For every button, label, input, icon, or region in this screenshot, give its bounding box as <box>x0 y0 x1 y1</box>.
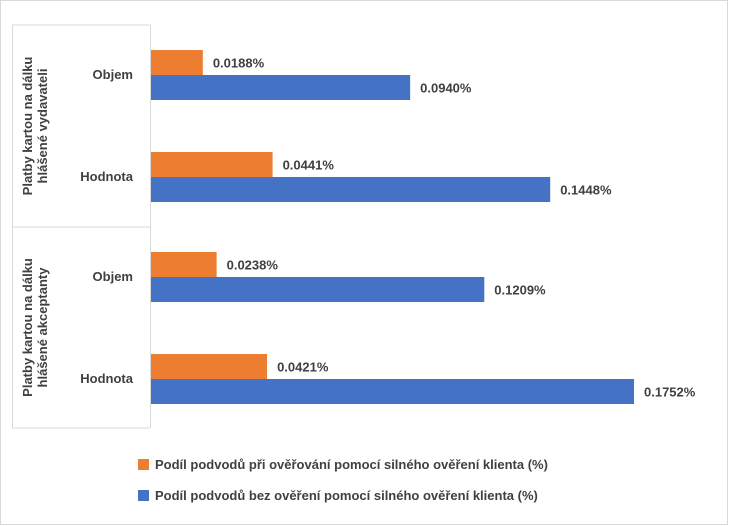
group-label: Platby kartou na dálkuhlášené akceptanty <box>20 258 50 397</box>
legend-item-series-1: Podíl podvodů při ověřování pomocí silné… <box>138 457 548 472</box>
bar-with-sca <box>151 354 268 379</box>
bar-without-sca <box>151 379 634 404</box>
data-label: 0.0940% <box>420 81 472 96</box>
data-label: 0.0441% <box>283 158 335 173</box>
legend-label-series-2: Podíl podvodů bez ověření pomocí silného… <box>155 488 538 503</box>
legend-swatch-blue <box>138 490 149 501</box>
category-axis: Platby kartou na dálkuhlášené vydavateli… <box>12 24 151 429</box>
category-label: Objem <box>93 269 133 284</box>
data-label: 0.0238% <box>227 258 279 273</box>
legend-item-series-2: Podíl podvodů bez ověření pomocí silného… <box>138 488 538 503</box>
data-label: 0.1752% <box>644 385 696 400</box>
bar-with-sca <box>151 152 273 177</box>
category-label: Objem <box>93 67 133 82</box>
category-label: Hodnota <box>80 169 133 184</box>
bar-without-sca <box>151 75 411 100</box>
data-label: 0.1448% <box>560 183 612 198</box>
bar-with-sca <box>151 50 203 75</box>
bar-without-sca <box>151 177 551 202</box>
legend-swatch-orange <box>138 459 149 470</box>
bar-without-sca <box>151 277 485 302</box>
legend-label-series-1: Podíl podvodů při ověřování pomocí silné… <box>155 457 548 472</box>
category-label: Hodnota <box>80 371 133 386</box>
data-label: 0.1209% <box>494 283 546 298</box>
plot-area: 0.0188% 0.0441% 0.0238% 0.0421% 0.0940% 0.144… <box>151 50 696 404</box>
bar-with-sca <box>151 252 217 277</box>
data-label: 0.0421% <box>277 360 329 375</box>
data-label: 0.0188% <box>213 56 265 71</box>
group-label: Platby kartou na dálkuhlášené vydavateli <box>20 57 50 196</box>
